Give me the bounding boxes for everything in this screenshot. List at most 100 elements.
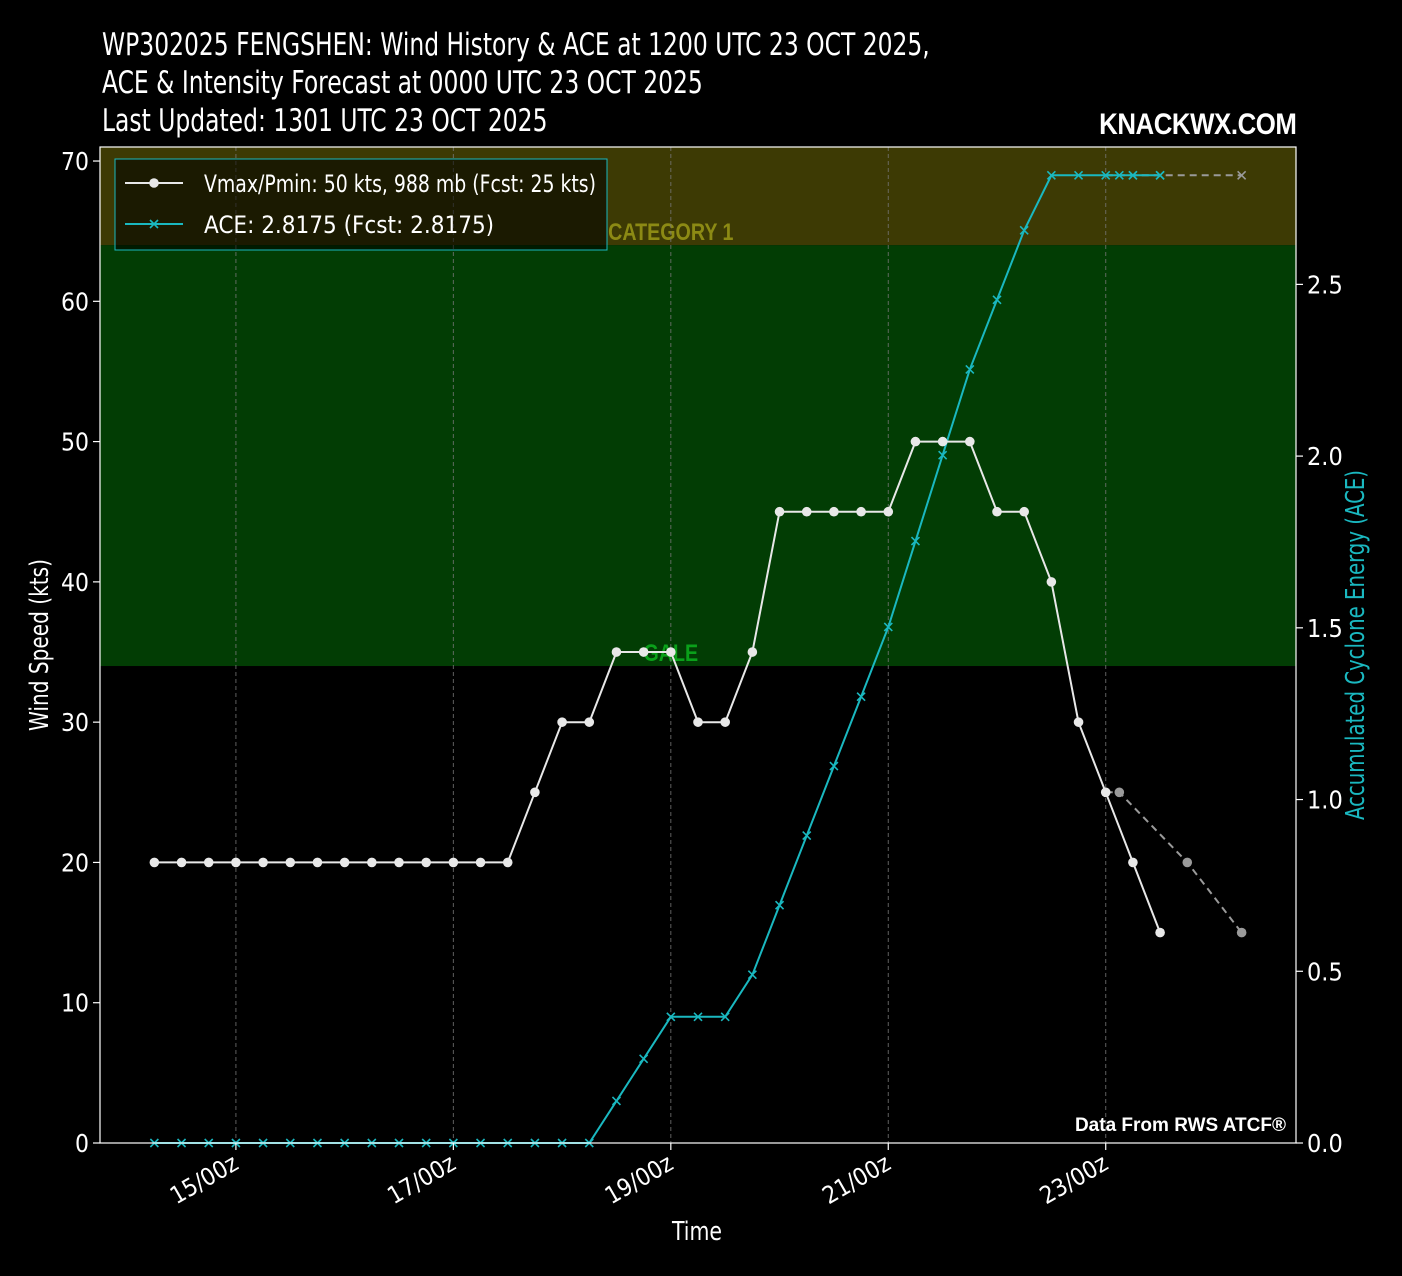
ace-point: [1019, 225, 1029, 235]
ace-forecast-point: [1237, 170, 1247, 180]
legend-wind-label: Vmax/Pmin: 50 kts, 988 mb (Fcst: 25 kts): [204, 170, 596, 198]
wind-point: [720, 717, 730, 727]
wind-point: [367, 857, 377, 868]
x-tick-label: 15/00z: [165, 1149, 243, 1210]
wind-forecast-point: [1236, 927, 1247, 938]
source-note: Data From RWS ATCF®: [1075, 1115, 1286, 1136]
wind-forecast-point: [1114, 787, 1125, 798]
brand-watermark: KNACKWX.COM: [1098, 108, 1297, 141]
wind-point: [394, 857, 404, 868]
y-tick-label: 60: [61, 287, 89, 316]
wind-point: [448, 857, 459, 868]
legend-wind-marker: [149, 178, 159, 188]
wind-point: [666, 647, 676, 657]
legend-ace-marker: [149, 219, 159, 229]
ace-point: [747, 970, 757, 980]
ace-forecast-point: [1114, 170, 1124, 180]
ace-point: [693, 1012, 703, 1022]
legend-ace-label: ACE: 2.8175 (Fcst: 2.8175): [204, 211, 494, 239]
title-line-2: ACE & Intensity Forecast at 0000 UTC 23 …: [102, 65, 703, 101]
y2-tick-label: 1.5: [1307, 614, 1343, 643]
wind-point: [992, 506, 1002, 517]
y2-tick-label: 2.5: [1307, 270, 1343, 299]
y2-tick-label: 0.5: [1307, 957, 1343, 986]
ace-point: [965, 364, 975, 374]
ace-forecast-point: [1128, 170, 1138, 180]
plot-frame: [99, 146, 1297, 1144]
wind-point: [258, 857, 268, 868]
wind-point: [530, 787, 540, 798]
y2-tick-label: 0.0: [1307, 1129, 1343, 1158]
y2-axis-label: Accumulated Cyclone Energy (ACE): [1341, 470, 1371, 820]
band-gale: [100, 245, 1296, 667]
y-tick-label: 70: [61, 147, 89, 176]
wind-point: [1046, 577, 1057, 587]
wind-point: [693, 717, 703, 727]
wind-point: [856, 506, 866, 517]
wind-point: [149, 857, 160, 868]
wind-point: [421, 857, 431, 868]
ace-point: [666, 1012, 676, 1022]
wind-point: [965, 436, 975, 447]
x-tick-label: 21/00z: [818, 1149, 896, 1210]
wind-point: [1128, 857, 1138, 868]
wind-point: [883, 506, 894, 517]
legend-box: [114, 158, 608, 251]
ace-point: [802, 831, 812, 841]
y-tick-label: 30: [61, 708, 89, 737]
wind-point: [339, 857, 350, 868]
wind-point: [1100, 787, 1111, 798]
y-tick-label: 40: [61, 568, 89, 597]
ace-point: [1073, 170, 1084, 180]
ace-point: [910, 536, 921, 546]
wind-point: [312, 857, 323, 868]
ace-point: [639, 1054, 649, 1064]
wind-point: [502, 857, 513, 868]
wind-point: [801, 506, 812, 517]
ace-point: [774, 900, 785, 910]
y-tick-label: 20: [61, 848, 89, 877]
wind-point: [1155, 927, 1165, 938]
ace-point: [883, 622, 893, 632]
wind-point: [638, 647, 649, 657]
ace-point: [856, 692, 866, 702]
wind-point: [829, 506, 839, 517]
wind-forecast-point: [1182, 857, 1193, 868]
wind-point: [774, 506, 785, 517]
ace-point: [938, 450, 948, 460]
y-tick-label: 0: [75, 1129, 89, 1158]
ace-point: [829, 761, 839, 771]
x-gridlines: [235, 147, 1107, 1143]
series-lines: [149, 170, 1247, 1148]
wind-point: [1019, 506, 1029, 517]
wind-point: [937, 436, 948, 447]
wind-point: [475, 857, 486, 868]
x-tick-label: 19/00z: [600, 1149, 678, 1210]
chart-title: WP302025 FENGSHEN: Wind History & ACE at…: [102, 26, 1087, 140]
wind-point: [910, 436, 921, 447]
wind-point: [747, 647, 758, 657]
wind-point: [231, 857, 241, 868]
y-tick-label: 50: [61, 428, 89, 457]
y-tick-label: 10: [61, 989, 89, 1018]
ace-point: [1101, 170, 1111, 180]
y2-tick-label: 2.0: [1307, 442, 1343, 471]
wind-point: [1073, 717, 1084, 727]
ace-point: [611, 1096, 622, 1106]
wind-point: [611, 647, 622, 657]
wind-point: [557, 717, 567, 727]
wind-point: [584, 717, 595, 727]
title-line-1: WP302025 FENGSHEN: Wind History & ACE at…: [102, 27, 930, 63]
ace-forecast-point: [1155, 170, 1165, 180]
legend: Vmax/Pmin: 50 kts, 988 mb (Fcst: 25 kts)…: [114, 158, 608, 251]
wind-point: [285, 857, 296, 868]
wind-point: [176, 857, 187, 868]
y-axis-label: Wind Speed (kts): [25, 559, 55, 731]
wind-point: [203, 857, 214, 868]
ace-point: [992, 295, 1002, 305]
y2-tick-label: 1.0: [1307, 786, 1343, 815]
title-line-3: Last Updated: 1301 UTC 23 OCT 2025: [102, 103, 548, 139]
ace-point: [1046, 170, 1056, 180]
ace-point: [720, 1012, 730, 1022]
